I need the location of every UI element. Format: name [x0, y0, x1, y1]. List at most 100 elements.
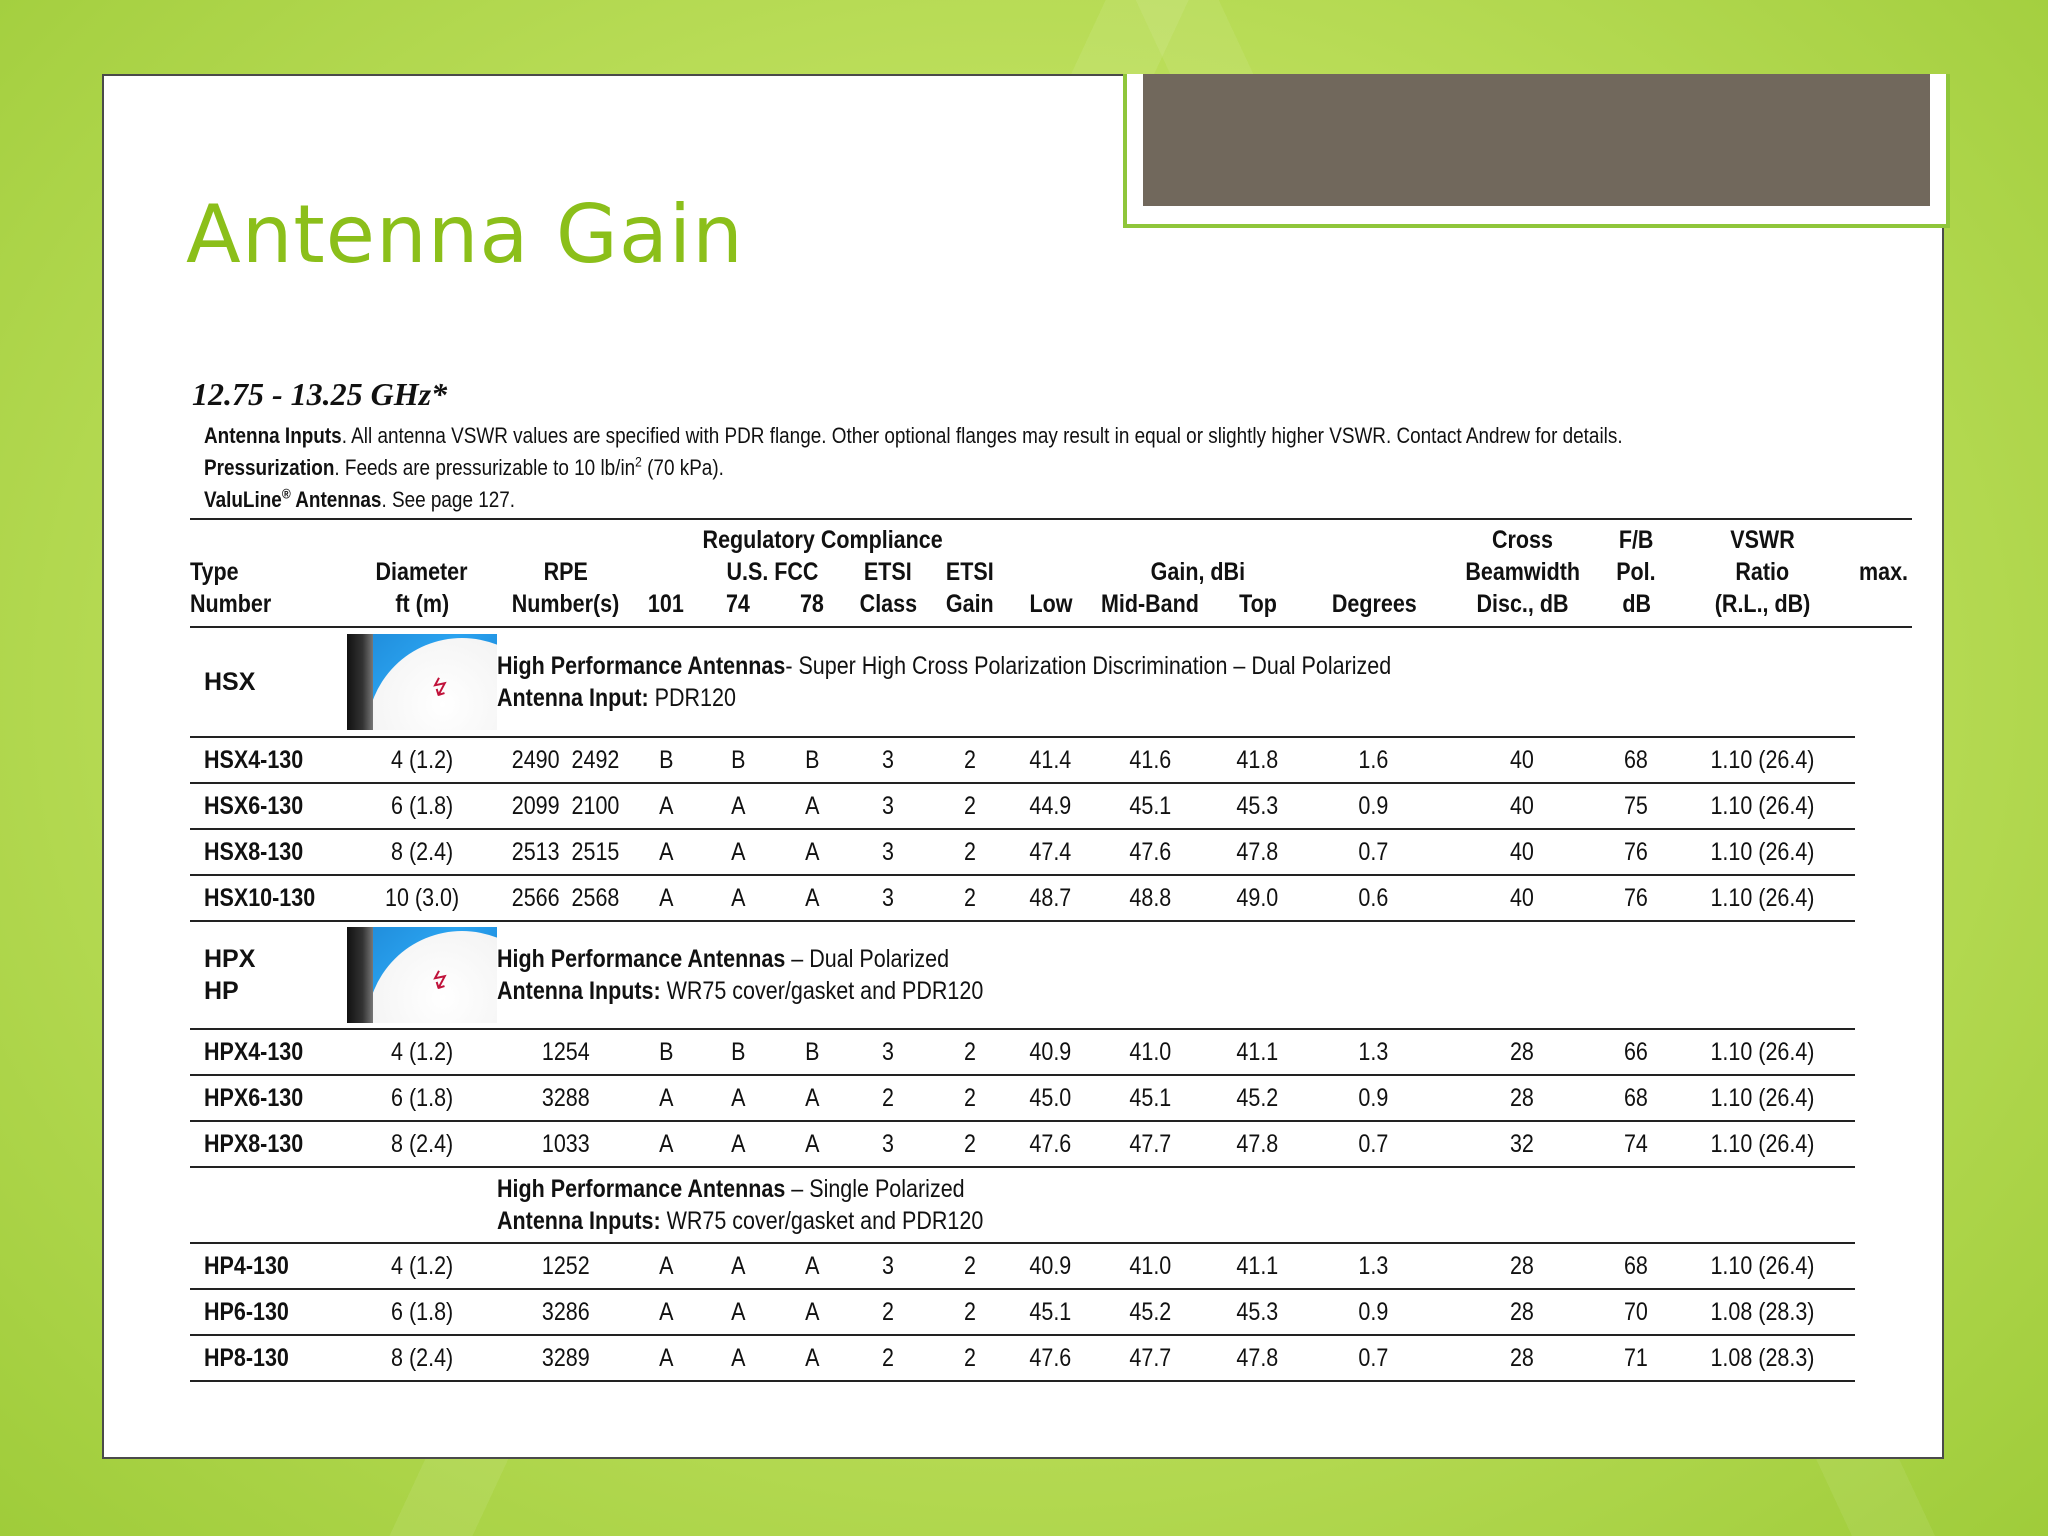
cell-value: HP6-130	[204, 1297, 289, 1326]
cell-value: HSX6-130	[204, 791, 304, 820]
cell-value: 41.8	[1236, 745, 1279, 774]
table-cell: 3	[846, 1121, 930, 1168]
table-cell: 68	[1602, 737, 1670, 784]
table-cell: 10 (3.0)	[346, 875, 497, 922]
cell-value: 70	[1624, 1297, 1649, 1326]
table-cell: 68	[1602, 1243, 1670, 1290]
cell-value: 45.3	[1236, 1297, 1279, 1326]
table-cell: 0.9	[1305, 1289, 1442, 1336]
cell-value: 47.7	[1129, 1343, 1171, 1372]
table-cell: 3	[846, 875, 930, 922]
table-cell: 47.7	[1090, 1121, 1210, 1168]
header-etsi-class-2: Class	[859, 590, 917, 618]
cell-value: 3	[881, 1037, 894, 1066]
table-cell: A	[634, 1289, 699, 1336]
table-cell: 2	[929, 1121, 1011, 1168]
table-row: HP4-130 4 (1.2) 1252 A A A 3 2 40.9 41.0 41.1 1.3 28…	[190, 1243, 1912, 1290]
table-cell: HSX4-130	[190, 737, 347, 784]
header-vswr-1: VSWR	[1730, 526, 1795, 554]
cell-value: A	[805, 1083, 820, 1112]
cell-value: 1.10 (26.4)	[1710, 791, 1815, 820]
group-name	[190, 1167, 347, 1244]
table-cell: 1.10 (26.4)	[1669, 783, 1856, 830]
cell-value: 8 (2.4)	[390, 837, 454, 866]
table-cell: HPX4-130	[190, 1029, 347, 1076]
cell-value: 3	[881, 791, 894, 820]
cell-value: HSX8-130	[204, 837, 304, 866]
cell-value: 1.10 (26.4)	[1710, 1129, 1815, 1158]
cell-value: A	[730, 1129, 746, 1158]
note-text: . Feeds are pressurizable to 10 lb/in	[334, 455, 636, 480]
table-cell: 2	[929, 1289, 1011, 1336]
cell-value: 2513 2515	[511, 837, 620, 866]
cell-value: 2	[964, 1343, 976, 1372]
table-cell: 1.10 (26.4)	[1669, 1243, 1856, 1290]
cell-value: HPX8-130	[204, 1129, 304, 1158]
cell-value: 0.9	[1358, 1297, 1389, 1326]
table-cell: B	[634, 737, 699, 784]
table-cell: 6 (1.8)	[346, 1075, 497, 1122]
table-cell: 32	[1441, 1121, 1603, 1168]
table-cell: 2490 2492	[496, 737, 635, 784]
table-row: HP6-130 6 (1.8) 3286 A A A 2 2 45.1 45.2 45.3 0.9 28…	[190, 1289, 1912, 1336]
group-row: HPX HP ↯ High Performance Antennas – Dual P…	[190, 921, 1912, 1030]
table-cell: A	[698, 829, 778, 876]
cell-value: 2	[964, 1037, 976, 1066]
table-cell: 40	[1441, 829, 1603, 876]
table-cell: B	[777, 1029, 847, 1076]
table-cell: 75	[1602, 783, 1670, 830]
cell-value: A	[730, 1343, 746, 1372]
cell-value: 47.6	[1029, 1129, 1072, 1158]
table-cell: A	[777, 1335, 847, 1382]
header-cross-3: Disc., dB	[1476, 590, 1569, 618]
table-cell: HSX10-130	[190, 875, 347, 922]
note-label: Antennas	[290, 487, 382, 512]
table-cell: 8 (2.4)	[346, 1335, 497, 1382]
table-cell: 41.1	[1209, 1243, 1306, 1290]
table-cell: 1.10 (26.4)	[1669, 1075, 1856, 1122]
table-cell: 28	[1441, 1335, 1603, 1382]
table-cell: 1254	[496, 1029, 635, 1076]
group-description: High Performance Antennas – Single Polar…	[496, 1167, 1856, 1244]
table-cell: A	[777, 1289, 847, 1336]
table-cell: 47.8	[1209, 829, 1306, 876]
table-cell: 28	[1441, 1075, 1603, 1122]
table-cell: HP6-130	[190, 1289, 347, 1336]
table-cell: 44.9	[1010, 783, 1091, 830]
table-cell: A	[777, 1075, 847, 1122]
table-cell: A	[777, 829, 847, 876]
note-text: . See page 127.	[381, 487, 516, 512]
cell-value: 1.10 (26.4)	[1710, 745, 1815, 774]
group-name: HPX HP	[190, 921, 347, 1030]
table-cell: A	[777, 1121, 847, 1168]
table-body: HSX ↯ High Performance Antennas- Super Hig…	[190, 627, 1912, 1382]
group-subtitle: – Single Polarized	[785, 1175, 965, 1203]
cell-value: B	[659, 1037, 674, 1066]
table-row: HSX4-130 4 (1.2) 2490 2492 B B B 3 2 41.4 41.6 41.…	[190, 737, 1912, 784]
decorative-frame	[1123, 74, 1950, 228]
cell-value: 2566 2568	[511, 883, 620, 912]
table-cell: HPX6-130	[190, 1075, 347, 1122]
table-cell: A	[698, 783, 778, 830]
table-cell: 47.7	[1090, 1335, 1210, 1382]
header-top: Top	[1238, 590, 1277, 618]
table-cell: A	[634, 1243, 699, 1290]
note-label: Pressurization	[204, 455, 335, 480]
cell-value: 1254	[541, 1037, 590, 1066]
table-cell: 0.7	[1305, 1121, 1442, 1168]
cell-value: A	[659, 837, 674, 866]
table-cell: 2	[929, 1029, 1011, 1076]
cell-value: 47.4	[1029, 837, 1072, 866]
table-cell: 40.9	[1010, 1243, 1091, 1290]
note-superscript: 2	[635, 453, 642, 470]
table-cell: 1.08 (28.3)	[1669, 1289, 1856, 1336]
cell-value: 8 (2.4)	[390, 1129, 454, 1158]
header-cross-2: Pol.	[1616, 558, 1656, 586]
table-cell: 48.8	[1090, 875, 1210, 922]
table-cell: 1.3	[1305, 1029, 1442, 1076]
cell-value: HSX10-130	[204, 883, 316, 912]
table-cell: 40	[1441, 875, 1603, 922]
group-description: High Performance Antennas – Dual Polariz…	[496, 921, 1856, 1030]
table-cell: B	[698, 737, 778, 784]
lightning-logo-icon: ↯	[425, 965, 454, 998]
